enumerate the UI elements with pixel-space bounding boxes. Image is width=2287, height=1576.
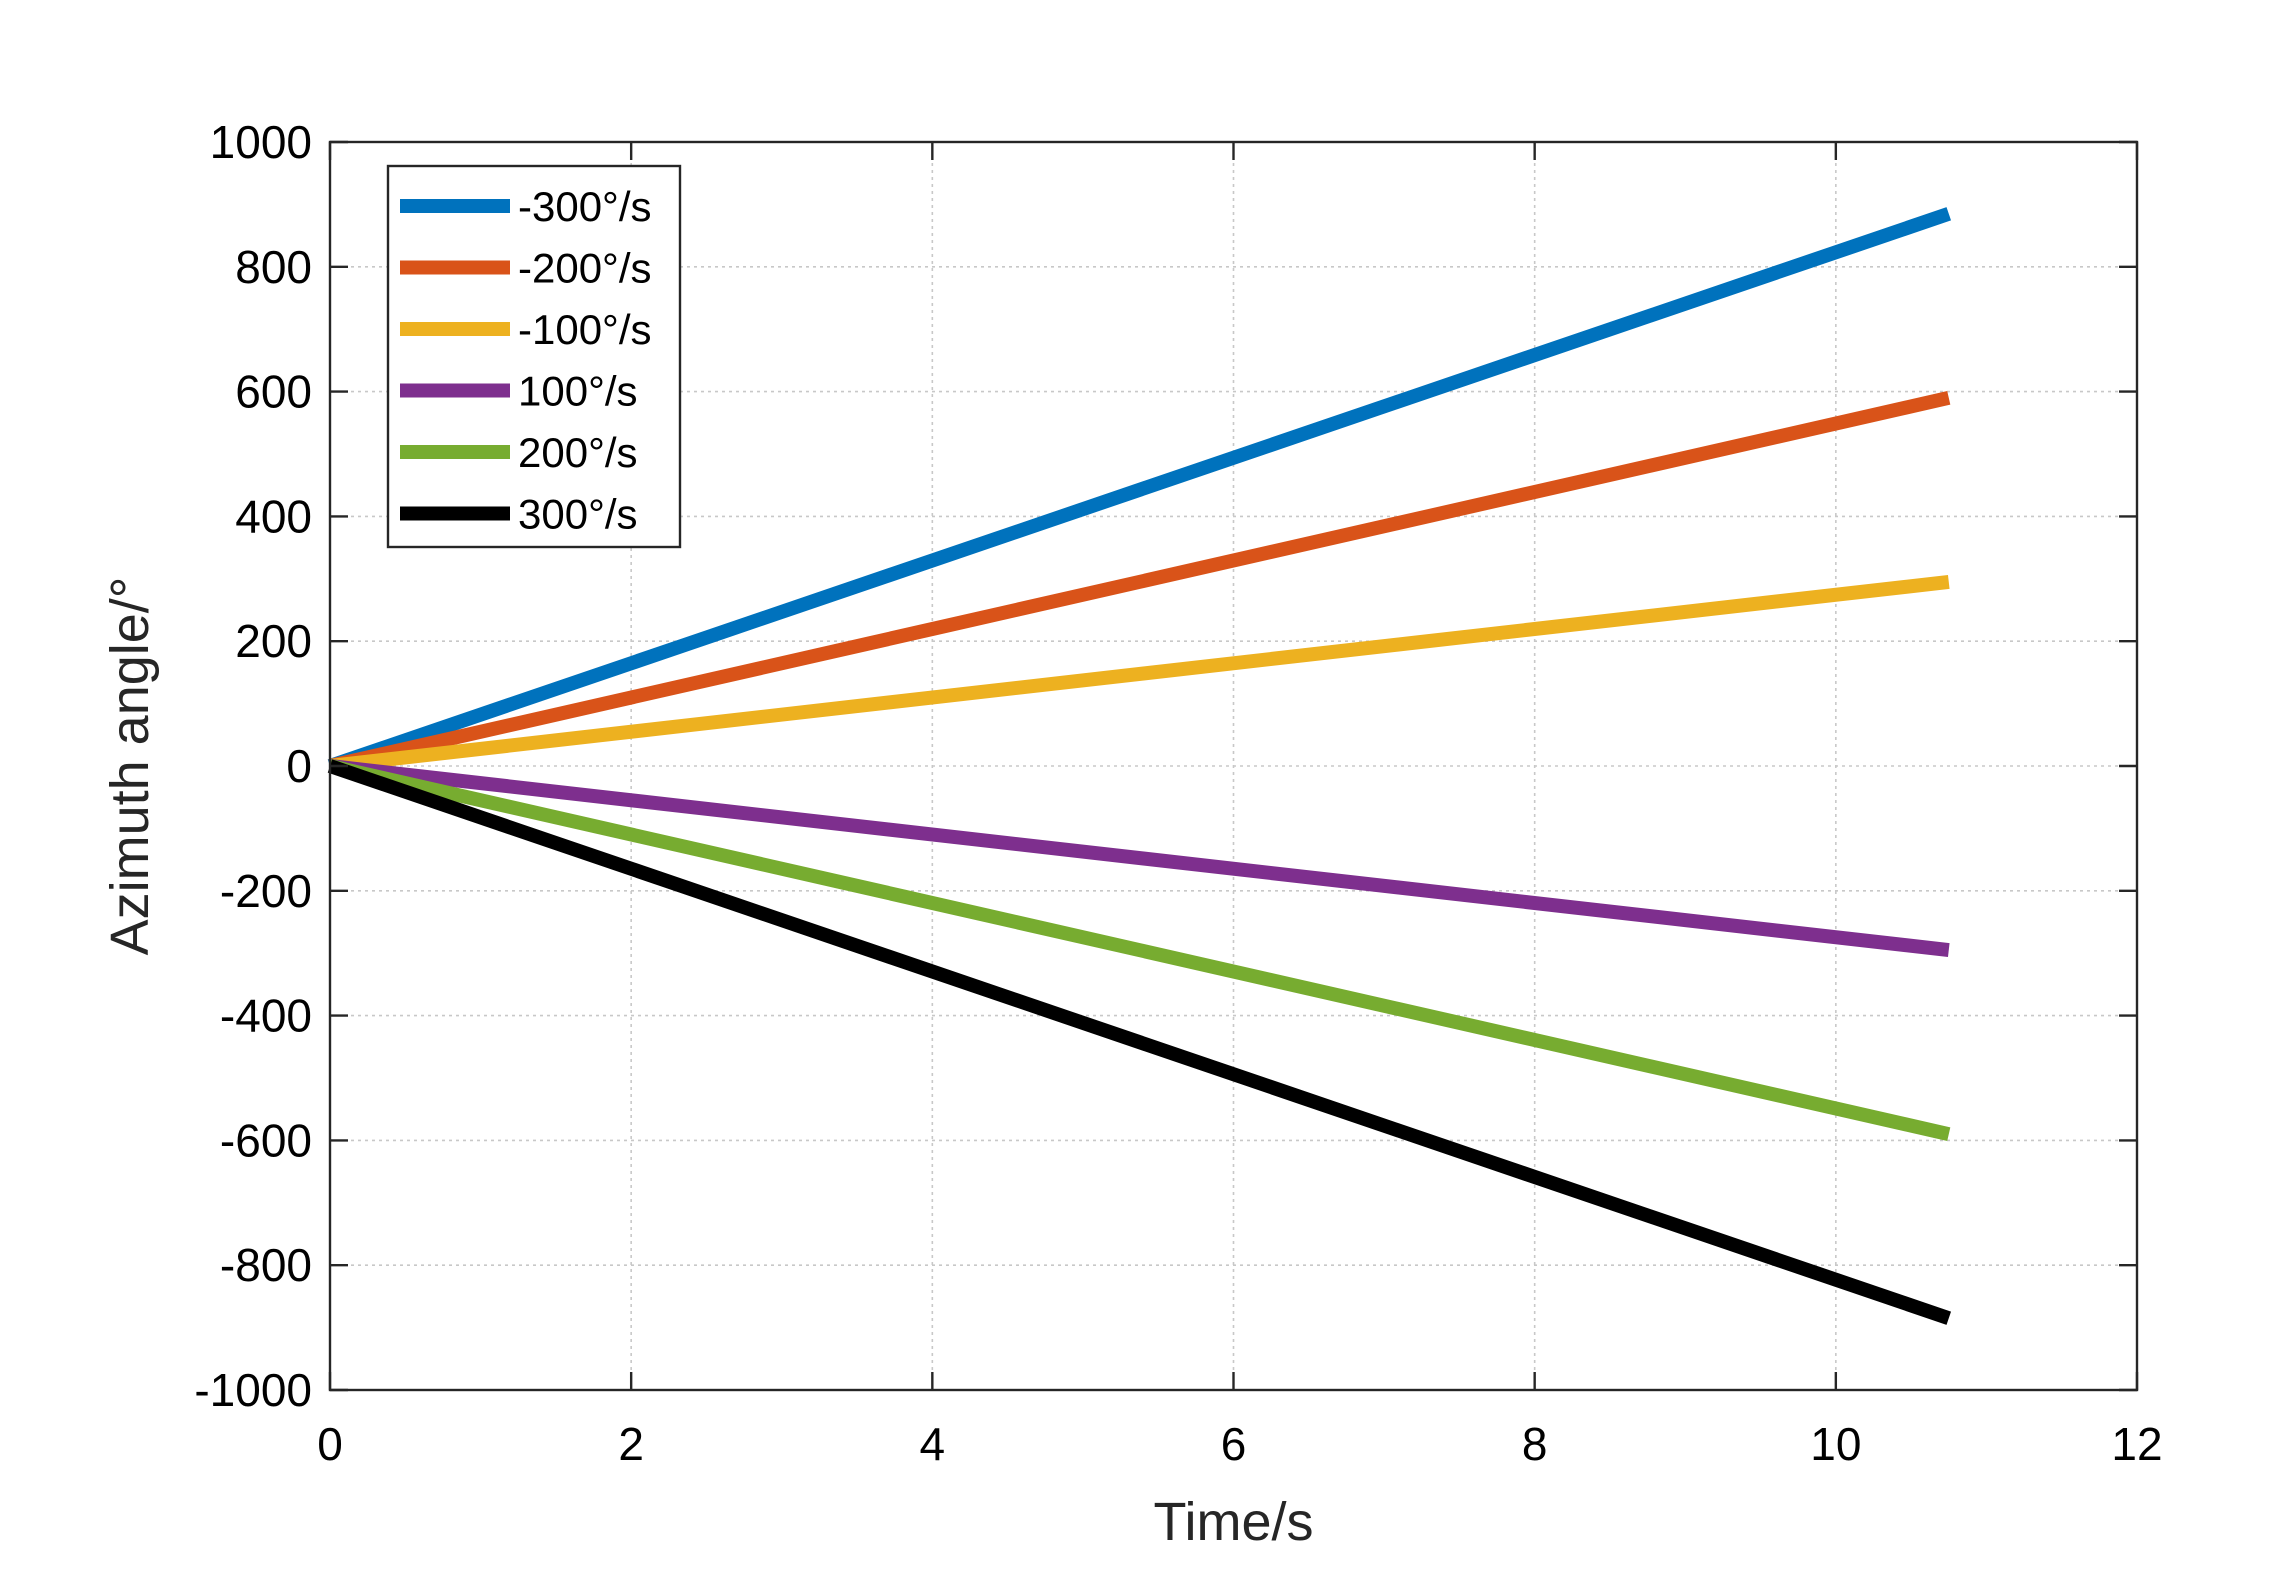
- legend-label-4: 100°/s: [518, 368, 638, 415]
- y-tick-label: -800: [220, 1239, 312, 1291]
- y-tick-label: 200: [235, 615, 312, 667]
- series-lines: [327, 207, 1952, 1325]
- x-tick-label: 6: [1221, 1418, 1247, 1470]
- axes: [328, 140, 2139, 1392]
- x-tick-label: 2: [618, 1418, 644, 1470]
- legend: -300°/s -200°/s -100°/s 100°/s 200°/s 300°/s: [386, 164, 682, 549]
- tick-labels: 0 2 4 6 8 10 12 -1000 -800 -600 -400 -200 0 200 400 600…: [194, 116, 2162, 1470]
- legend-label-1: -300°/s: [518, 183, 652, 230]
- y-tick-label: 400: [235, 490, 312, 542]
- series-line-5: [328, 759, 1951, 1141]
- y-tick-label: 0: [286, 740, 312, 792]
- series-line-3: [329, 574, 1950, 773]
- x-tick-label: 10: [1810, 1418, 1861, 1470]
- y-tick-label: 600: [235, 366, 312, 418]
- x-tick-label: 0: [317, 1418, 343, 1470]
- x-tick-label: 8: [1522, 1418, 1548, 1470]
- legend-box: [386, 164, 682, 549]
- y-tick-label: -600: [220, 1114, 312, 1166]
- series-line-1: [327, 207, 1952, 773]
- y-tick-label: 800: [235, 241, 312, 293]
- series-line-6: [327, 759, 1952, 1325]
- legend-label-2: -200°/s: [518, 245, 652, 292]
- series-line-4: [329, 759, 1950, 958]
- legend-label-3: -100°/s: [518, 306, 652, 353]
- y-tick-label: -1000: [194, 1364, 312, 1416]
- series-line-2: [328, 391, 1951, 773]
- x-axis-label: Time/s: [1154, 1492, 1314, 1552]
- y-tick-label: -400: [220, 990, 312, 1042]
- y-axis-label: Azimuth angle/°: [100, 577, 160, 956]
- x-tick-label: 4: [920, 1418, 946, 1470]
- legend-label-5: 200°/s: [518, 429, 638, 476]
- legend-label-6: 300°/s: [518, 491, 638, 538]
- y-tick-label: -200: [220, 865, 312, 917]
- y-tick-label: 1000: [210, 116, 312, 168]
- x-tick-label: 12: [2111, 1418, 2162, 1470]
